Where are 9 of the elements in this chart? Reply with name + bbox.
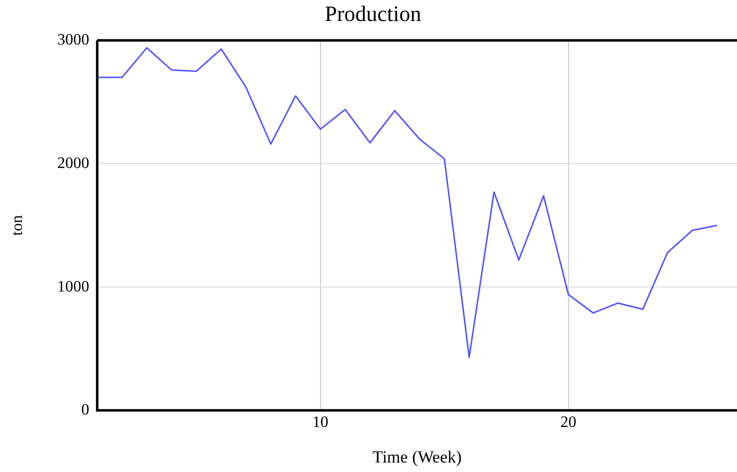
- x-axis-title: Time (Week): [372, 447, 462, 466]
- chart-title: Production: [324, 0, 422, 26]
- y-tick-label: 0: [81, 402, 90, 419]
- y-tick-label: 3000: [57, 32, 90, 49]
- y-tick-label: 2000: [57, 154, 90, 172]
- y-axis-title: ton: [8, 215, 26, 236]
- y-tick-label: 1000: [57, 278, 90, 296]
- x-tick-label: 20: [560, 414, 576, 432]
- x-tick-label: 10: [312, 414, 328, 432]
